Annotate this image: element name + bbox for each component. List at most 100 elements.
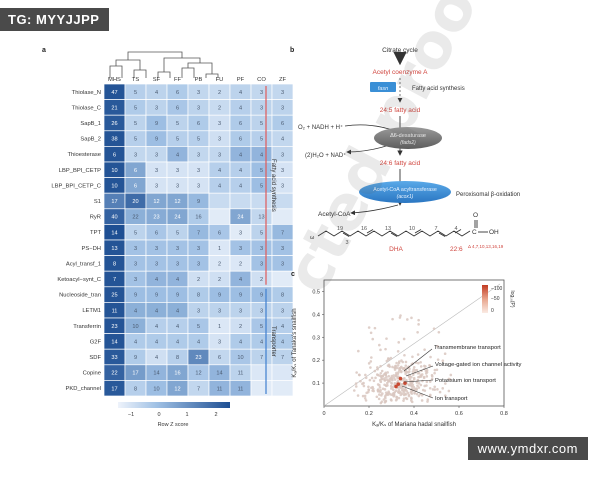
heatmap-cell-value: 4 [281,324,284,330]
scatter-point [419,375,423,378]
scatter-point [377,393,381,396]
heatmap-cell-value: 22 [111,371,117,377]
column-label-fu: FU [216,77,224,83]
scatter-point [394,374,398,378]
heatmap-cell-value: 4 [155,90,158,96]
heatmap-cell [271,380,294,397]
scatter-point [426,400,429,403]
heatmap-cell-value: 33 [111,355,117,361]
heatmap-cell-value: 40 [111,215,117,221]
scatter-point [417,323,420,326]
heatmap-cell-value: 3 [218,308,221,314]
scatter-point [413,392,416,395]
heatmap-cell-value: 5 [134,90,137,96]
heatmap-cell-value: 4 [176,308,179,314]
heatmap-cell-value: 4 [239,340,242,346]
scatter-point [431,388,435,391]
heatmap-cell [250,192,273,210]
dha-double-bonds [366,229,374,234]
scatter-point [379,401,383,405]
row-label: Thiolase_C [72,105,101,111]
heatmap-cell-value: 13 [258,215,264,221]
heatmap-cell-value: 5 [260,168,263,174]
column-label-co: CO [257,77,266,83]
scatter-point [384,347,387,351]
scatter-point [397,396,401,400]
scatter-point [400,365,403,369]
heatmap-cell-value: 20 [132,199,138,205]
scatter-point [417,318,420,322]
scatter-point [383,372,387,376]
scatter-point [357,349,360,353]
heatmap-cell [229,192,252,210]
scatter-point [397,360,401,363]
heatmap-cell-value: 6 [134,184,137,190]
scatter-point [370,386,373,390]
scatter-point [385,359,389,363]
heatmap-cell-value: 2 [260,277,263,283]
scatter-point [369,331,373,335]
x-axis-label: Kₐ/Kₛ of Mariana hadal snailfish [372,422,456,428]
scatter-point [354,382,358,385]
scatter-point [401,360,405,364]
heatmap-cell-value: 3 [134,152,137,158]
heatmap-cell-value: 11 [238,386,244,392]
acox1-gene: (acox1) [397,194,414,200]
heatmap-cell-value: 3 [155,106,158,112]
scatter-point [390,376,393,380]
scatter-point [370,376,374,380]
x-tick-label: 0.2 [365,411,373,417]
row-label: LBP_BPI_CETP [59,168,101,174]
acetyl-coa-a: Acetyl coenzyme A [373,69,429,76]
bottom-right-watermark: www.ymdxr.com [467,437,588,460]
dha-double-bonds [438,232,446,237]
heatmap-cell-value: 4 [239,90,242,96]
scatter-point [383,388,387,391]
heatmap-cell-value: 3 [260,308,263,314]
heatmap-cell-value: 4 [155,277,158,283]
scatter-point [370,356,373,359]
row-group-sidebar: Fatty acid synthesis Transporter [265,86,276,394]
heatmap-cell-value: 3 [155,184,158,190]
heatmap-cell-value: 3 [197,106,200,112]
scatter-point [394,364,397,368]
scatter-point [415,381,419,384]
scatter-point [419,383,423,387]
scatter-point [424,365,427,368]
heatmap-cell [250,380,273,397]
scatter-point [355,371,358,374]
term-annotations [401,348,434,399]
dha-omega-end: ω [310,235,315,241]
y-tick-label: 0.1 [312,381,320,387]
scatter-point [425,375,429,378]
heatmap-cell-value: 7 [113,277,116,283]
heatmap-cell-value: 3 [197,168,200,174]
row-label: SapB_2 [80,137,101,143]
heatmap-cell-value: 17 [132,371,138,377]
arrow [350,204,399,216]
heatmap-cell-value: 3 [155,168,158,174]
colorbar-tick: 2 [214,412,217,418]
heatmap-cell-value: 4 [134,340,137,346]
colorbar-gradient [118,402,230,408]
scatter-point [433,371,436,375]
scatter-point [367,326,371,329]
scatter-point [367,385,370,389]
row-label: RyR [90,215,101,221]
scatter-point [390,393,393,397]
scatter-point [372,379,376,383]
scatter-point [412,368,415,371]
scatter-point [399,391,402,394]
column-label-ff: FF [174,77,182,83]
y-axis-label: Kₐ/Kₛ of Tanaka's snailfish [292,308,298,377]
row-label: Thiolase_N [72,90,101,96]
desaturase-gene: (fads2) [400,140,416,146]
heatmap-cell [271,270,294,288]
scatter-point [410,396,413,400]
scatter-point [436,388,439,391]
scatter-point [409,399,413,402]
heatmap-cell-value: 5 [260,324,263,330]
heatmap-cell-value: 2 [218,277,221,283]
